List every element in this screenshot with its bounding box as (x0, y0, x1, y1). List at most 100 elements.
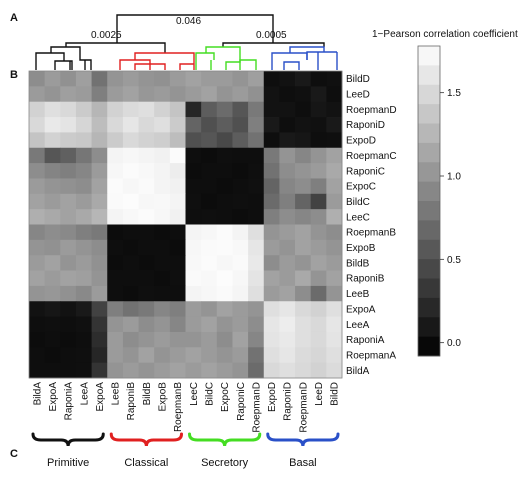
heatmap-cell (201, 362, 218, 379)
colorbar-band (418, 239, 440, 260)
group-label: Basal (289, 457, 317, 469)
heatmap-cell (91, 178, 108, 195)
colorbar-band (418, 104, 440, 124)
heatmap-cell (91, 147, 108, 164)
heatmap-cell (216, 147, 233, 164)
heatmap-cell (216, 193, 233, 210)
heatmap-cell (138, 132, 155, 149)
heatmap-cell (29, 117, 46, 133)
dendrogram-primitive-branch (35, 46, 92, 70)
x-tick-label: LeeC (189, 382, 200, 406)
heatmap-cell (29, 347, 46, 364)
heatmap-cell (75, 362, 92, 379)
heatmap-cell (263, 362, 280, 379)
x-tick-label: BildB (142, 382, 153, 406)
heatmap-cell (60, 209, 77, 225)
heatmap-cell (232, 270, 249, 287)
y-tick-label: LeeB (346, 289, 370, 300)
heatmap-cell (107, 209, 124, 225)
heatmap-cell (29, 193, 46, 210)
heatmap-cell (248, 86, 265, 103)
heatmap-cell (201, 147, 218, 164)
heatmap-cell (201, 178, 218, 195)
heatmap-cell (44, 347, 61, 364)
heatmap-cell (232, 163, 249, 179)
heatmap-cell (169, 147, 186, 164)
heatmap-cell (232, 316, 249, 333)
heatmap-cell (29, 331, 46, 348)
colorbar-band (418, 123, 440, 144)
heatmap-cell (75, 101, 92, 118)
heatmap-cell (122, 71, 139, 87)
heatmap-cell (310, 86, 327, 103)
heatmap-cell (107, 224, 124, 241)
heatmap-cell (29, 209, 46, 225)
y-tick-label: ExpoA (346, 304, 376, 315)
heatmap-cell (295, 71, 312, 87)
x-tick-label: RoepmanD (298, 382, 309, 433)
heatmap-cell (216, 178, 233, 195)
heatmap-cell (44, 255, 61, 271)
x-tick-label: RoepmanD (251, 382, 262, 433)
heatmap-cell (154, 71, 171, 87)
heatmap-cell (216, 209, 233, 225)
dendrogram (35, 14, 338, 70)
heatmap-cell (310, 239, 327, 256)
heatmap-cell (44, 331, 61, 348)
group-brace (31, 432, 105, 447)
heatmap-cell (107, 270, 124, 287)
x-tick-label: BildD (330, 382, 341, 406)
heatmap-cell (60, 331, 77, 348)
heatmap-cell (201, 163, 218, 179)
heatmap-cell (122, 331, 139, 348)
heatmap-cell (310, 193, 327, 210)
dendrogram-height-left: 0.0025 (91, 30, 122, 41)
heatmap-cell (295, 362, 312, 379)
heatmap-cell (138, 316, 155, 333)
heatmap-cell (295, 209, 312, 225)
heatmap-cell (60, 163, 77, 179)
heatmap-cell (279, 86, 296, 103)
x-tick-label: ExpoD (267, 382, 278, 412)
heatmap-cell (185, 178, 202, 195)
heatmap-cell (216, 285, 233, 302)
heatmap-cell (295, 285, 312, 302)
heatmap-cell (169, 178, 186, 195)
group-label: Secretory (201, 457, 249, 469)
heatmap-cell (216, 239, 233, 256)
heatmap-cell (326, 178, 343, 195)
heatmap-cell (263, 71, 280, 87)
heatmap-cell (279, 209, 296, 225)
heatmap-cell (154, 255, 171, 271)
heatmap-cell (91, 239, 108, 256)
heatmap-cell (60, 193, 77, 210)
heatmap-cell (263, 117, 280, 133)
heatmap-cell (60, 147, 77, 164)
heatmap-cell (185, 285, 202, 302)
heatmap-cell (216, 163, 233, 179)
heatmap-cell (138, 331, 155, 348)
colorbar (417, 45, 441, 357)
colorbar-band (418, 162, 440, 183)
heatmap-cell (279, 178, 296, 195)
heatmap-cell (91, 86, 108, 103)
heatmap-cell (232, 209, 249, 225)
colorbar-band (418, 259, 440, 279)
heatmap-cell (232, 71, 249, 87)
heatmap-cell (326, 117, 343, 133)
colorbar-band (418, 142, 440, 163)
heatmap-cell (201, 331, 218, 348)
heatmap-cell (185, 301, 202, 317)
heatmap-cell (201, 270, 218, 287)
heatmap-cell (60, 101, 77, 118)
heatmap-cell (154, 101, 171, 118)
heatmap-cell (169, 347, 186, 364)
heatmap-cell (216, 255, 233, 271)
heatmap-cell (248, 316, 265, 333)
heatmap-cell (75, 285, 92, 302)
heatmap-cell (138, 255, 155, 271)
heatmap-cell (263, 331, 280, 348)
heatmap-cell (216, 316, 233, 333)
heatmap-cell (310, 101, 327, 118)
